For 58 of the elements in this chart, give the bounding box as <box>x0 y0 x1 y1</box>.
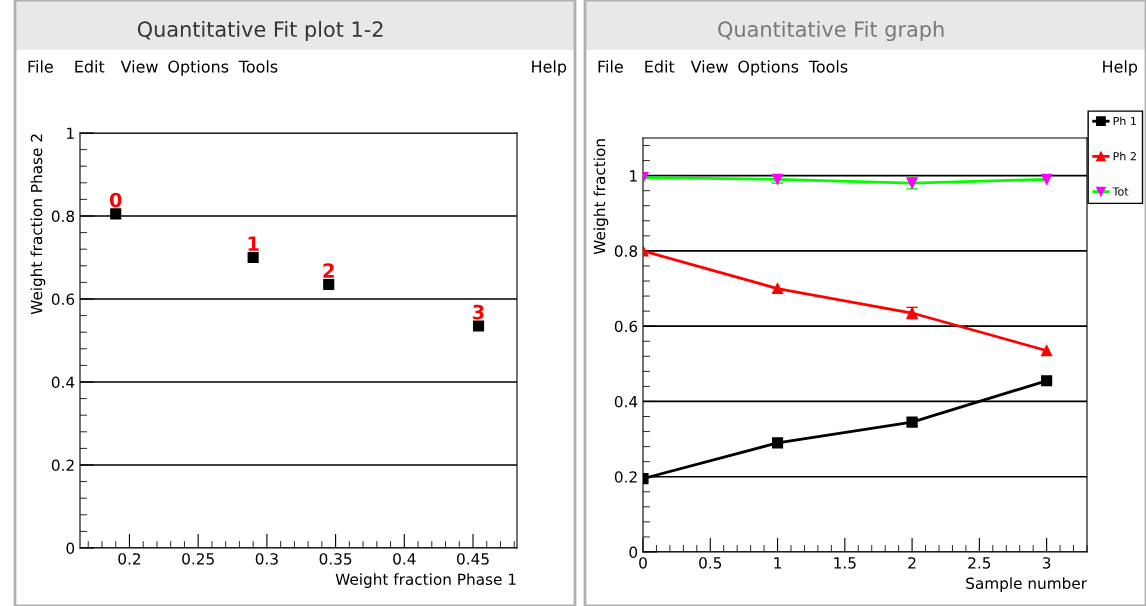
text: File <box>28 60 53 73</box>
x-tick-label: 3 <box>1042 557 1051 569</box>
y-tick-label: 0.4 <box>51 376 75 389</box>
y-tick-label: 0.2 <box>51 459 74 472</box>
text: View <box>120 60 158 73</box>
annotation: 1 <box>248 236 259 251</box>
text: Edit <box>645 60 675 73</box>
legend-label: Tot <box>1112 187 1129 196</box>
x-tick-label: 0.25 <box>182 553 214 565</box>
text: Options <box>168 60 229 76</box>
point <box>1041 345 1053 357</box>
text: Tools <box>808 60 848 73</box>
x-tick-label: 0.3 <box>255 553 278 565</box>
legend-label: Ph 2 <box>1113 151 1136 161</box>
y-tick-label: 1 <box>67 127 74 139</box>
text: Help <box>532 60 567 76</box>
x-tick-label: 0.5 <box>699 557 722 569</box>
text: Help <box>1103 60 1138 76</box>
annotation: 0 <box>109 192 122 208</box>
annotation: 2 <box>323 263 334 278</box>
point <box>771 282 784 295</box>
text: View <box>690 60 728 73</box>
y-tick-label: 0.8 <box>614 245 638 257</box>
x-tick-label: 2 <box>908 557 916 569</box>
chart-title: Quantitative Fit plot 1-2 <box>137 20 383 42</box>
text: Tools <box>238 60 278 73</box>
y-tick-label: 0.6 <box>614 320 638 333</box>
point <box>110 208 122 220</box>
y-tick-label: 0.4 <box>614 395 638 408</box>
y-tick-label: 0.2 <box>614 471 637 483</box>
chart-title: Quantitative Fit graph <box>718 20 944 42</box>
y-axis-title: Weight fraction <box>593 139 609 255</box>
text: Options <box>738 60 799 76</box>
text: File <box>598 60 623 73</box>
point <box>1041 375 1053 387</box>
x-tick-label: 0 <box>639 557 647 569</box>
point <box>472 320 485 332</box>
y-tick-label: 0.6 <box>51 293 75 306</box>
text: Edit <box>75 60 105 73</box>
y-tick-label: 0 <box>66 542 75 555</box>
x-tick-label: 0.2 <box>118 553 141 565</box>
x-tick-label: 1.5 <box>834 557 856 569</box>
annotation: 3 <box>473 304 484 320</box>
x-tick-label: 2.5 <box>968 557 991 569</box>
x-tick-label: 0.35 <box>319 553 352 565</box>
point <box>247 251 259 264</box>
legend-label: Ph 1 <box>1113 116 1136 126</box>
y-tick-label: 1 <box>630 170 637 182</box>
point <box>771 437 784 449</box>
y-tick-label: 0.8 <box>51 210 75 223</box>
y-axis-title: Weight fraction Phase 2 <box>30 134 46 315</box>
point <box>323 278 335 291</box>
point <box>1041 173 1053 185</box>
x-tick-label: 0.4 <box>393 553 416 565</box>
x-tick-label: 1 <box>774 557 781 569</box>
x-axis-title: Sample number <box>966 577 1087 592</box>
x-axis-title: Weight fraction Phase 1 <box>335 573 516 588</box>
x-tick-label: 0.45 <box>457 553 489 565</box>
